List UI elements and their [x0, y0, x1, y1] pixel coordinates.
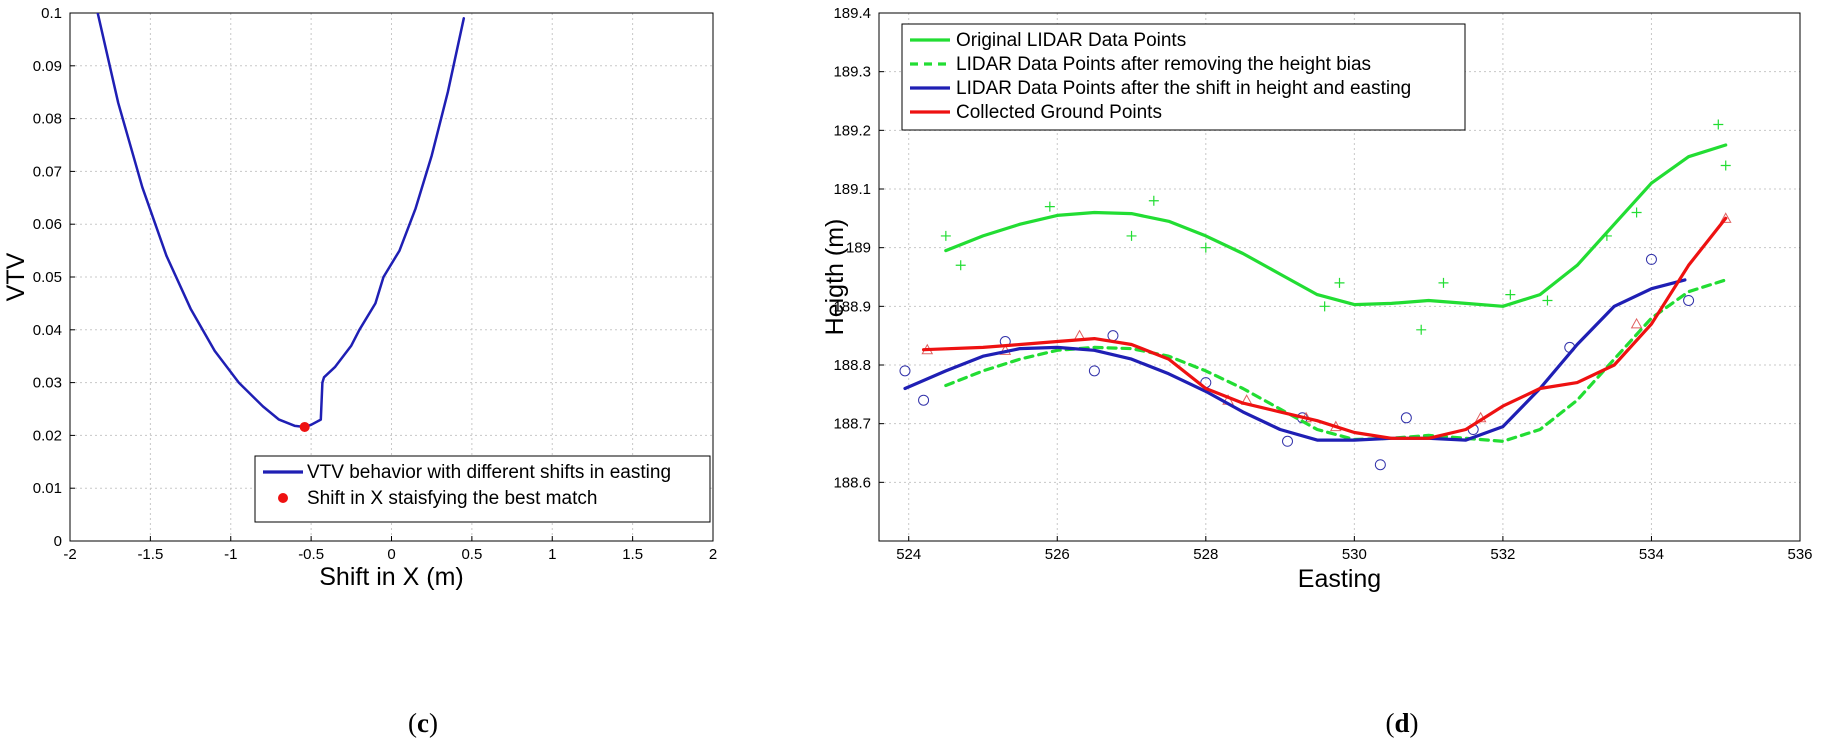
chart-d: 524 526 528 530 532 534 536 188.6 188.7 188.8 188.… — [821, 5, 1813, 593]
x-axis-label: Shift in X (m) — [319, 563, 463, 591]
legend-label: VTV behavior with different shifts in ea… — [307, 462, 671, 483]
circle-marker — [1282, 435, 1294, 447]
legend-label: Original LIDAR Data Points — [956, 30, 1186, 51]
circle-marker — [899, 365, 911, 377]
legend-label: LIDAR Data Points after removing the hei… — [956, 54, 1371, 75]
x-tick-label: 530 — [1342, 546, 1367, 563]
x-tick-label: 0 — [387, 546, 395, 563]
x-tick-label: 2 — [709, 546, 717, 563]
y-tick-label: 188.6 — [833, 474, 871, 491]
x-tick-label: 528 — [1193, 546, 1218, 563]
series-line — [944, 143, 1728, 308]
plus-marker — [1319, 301, 1330, 312]
series-line — [96, 13, 466, 429]
x-tick-label: -2 — [63, 546, 76, 563]
y-tick-label: 0.05 — [33, 269, 62, 286]
plus-marker — [1720, 160, 1731, 171]
y-tick-label: 189.1 — [833, 181, 871, 198]
y-tick-label: 0.09 — [33, 58, 62, 75]
plus-marker — [1416, 324, 1427, 335]
x-axis-label: Easting — [1298, 565, 1381, 593]
plot-marks — [96, 13, 466, 432]
y-tick-label: 0.08 — [33, 111, 62, 128]
plus-marker — [1200, 242, 1211, 253]
plus-marker — [955, 260, 966, 271]
legend: VTV behavior with different shifts in ea… — [254, 455, 711, 523]
chart-c: -2 -1.5 -1 -0.5 0 0.5 1 1.5 2 0 0.01 0.02 0.03 0.04 0.… — [2, 5, 717, 591]
circle-marker — [918, 394, 930, 406]
y-tick-label: 0.06 — [33, 216, 62, 233]
x-tick-label: 1.5 — [622, 546, 643, 563]
y-tick-label: 0.1 — [41, 5, 62, 22]
y-tick-label: 0.02 — [33, 427, 62, 444]
legend-swatch — [278, 493, 288, 503]
legend-label: Shift in X staisfying the best match — [307, 488, 597, 509]
y-tick-label: 189.2 — [833, 122, 871, 139]
plot-frame — [878, 12, 1801, 542]
y-tick-label: 189.3 — [833, 64, 871, 81]
circle-marker — [1645, 253, 1657, 265]
plus-marker — [1505, 289, 1516, 300]
y-tick-label: 0.04 — [33, 322, 62, 339]
caption-c: (c) — [408, 708, 438, 738]
circle-marker — [1400, 412, 1412, 424]
x-tick-label: -1.5 — [137, 546, 163, 563]
y-tick-label: 188.8 — [833, 357, 871, 374]
plot-frame — [69, 12, 714, 542]
y-tick-label: 188.7 — [833, 416, 871, 433]
plus-marker — [940, 230, 951, 241]
plus-marker — [1542, 295, 1553, 306]
x-tick-label: 1 — [548, 546, 556, 563]
x-tick-label: -0.5 — [298, 546, 324, 563]
y-tick-label: 0.07 — [33, 163, 62, 180]
plot-marks — [899, 119, 1732, 471]
y-tick-label: 189.4 — [833, 5, 871, 22]
triangle-marker — [1630, 317, 1643, 329]
y-tick-label: 0 — [54, 533, 62, 550]
triangle-marker — [1719, 212, 1732, 223]
y-tick-label: 189 — [846, 240, 871, 257]
legend-box — [254, 455, 711, 523]
legend: Original LIDAR Data Points LIDAR Data Poi… — [901, 23, 1466, 131]
plus-marker — [1713, 119, 1724, 130]
circle-marker — [1088, 365, 1100, 377]
y-tick-label: 0.03 — [33, 375, 62, 392]
circle-marker — [1683, 294, 1695, 306]
series-line — [903, 278, 1687, 442]
x-tick-label: 536 — [1787, 546, 1812, 563]
caption-d: (d) — [1385, 708, 1418, 738]
y-axis-label: VTV — [2, 252, 30, 301]
x-tick-label: 532 — [1490, 546, 1515, 563]
plus-marker — [1438, 277, 1449, 288]
series-line — [921, 216, 1728, 440]
data-point — [299, 421, 310, 432]
x-tick-label: -1 — [224, 546, 237, 563]
legend-label: Collected Ground Points — [956, 102, 1162, 123]
x-tick-label: 0.5 — [461, 546, 482, 563]
legend-label: LIDAR Data Points after the shift in hei… — [956, 78, 1411, 99]
y-tick-label: 0.01 — [33, 480, 62, 497]
plus-marker — [1148, 195, 1159, 206]
legend-box — [901, 23, 1466, 131]
plus-marker — [1044, 201, 1055, 212]
y-axis-label: Heigth (m) — [821, 219, 849, 336]
series-line — [944, 278, 1728, 443]
x-tick-label: 534 — [1639, 546, 1664, 563]
y-tick-label: 188.9 — [833, 298, 871, 315]
x-tick-label: 526 — [1045, 546, 1070, 563]
plus-marker — [1334, 277, 1345, 288]
plus-marker — [1631, 207, 1642, 218]
circle-marker — [1374, 459, 1386, 471]
x-tick-label: 524 — [896, 546, 921, 563]
plus-marker — [1126, 230, 1137, 241]
